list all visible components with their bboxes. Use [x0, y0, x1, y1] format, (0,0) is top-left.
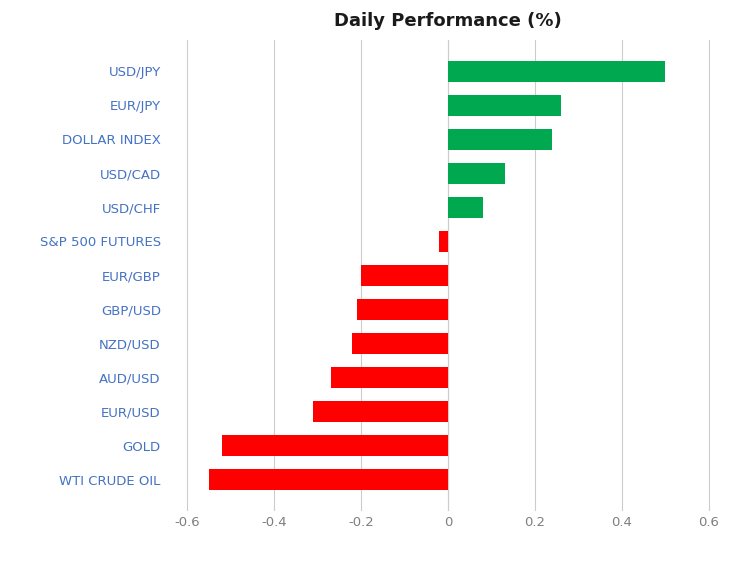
Bar [222, 435, 448, 456]
Bar [357, 299, 448, 320]
Bar [448, 163, 505, 183]
Bar [448, 197, 483, 218]
Bar [331, 367, 448, 388]
Bar [448, 129, 552, 149]
Bar [448, 163, 505, 183]
Bar [361, 265, 448, 286]
Bar [352, 333, 448, 354]
Bar [439, 231, 448, 252]
Bar [209, 469, 448, 490]
Bar [357, 299, 448, 320]
Bar [448, 61, 665, 82]
Title: Daily Performance (%): Daily Performance (%) [334, 12, 562, 30]
Bar [352, 333, 448, 354]
Bar [448, 95, 561, 116]
Bar [313, 402, 448, 422]
Bar [331, 367, 448, 388]
Bar [448, 129, 552, 149]
Bar [439, 231, 448, 252]
Bar [361, 265, 448, 286]
Bar [313, 402, 448, 422]
Bar [209, 469, 448, 490]
Bar [448, 61, 665, 82]
Bar [448, 95, 561, 116]
Bar [448, 197, 483, 218]
Bar [222, 435, 448, 456]
